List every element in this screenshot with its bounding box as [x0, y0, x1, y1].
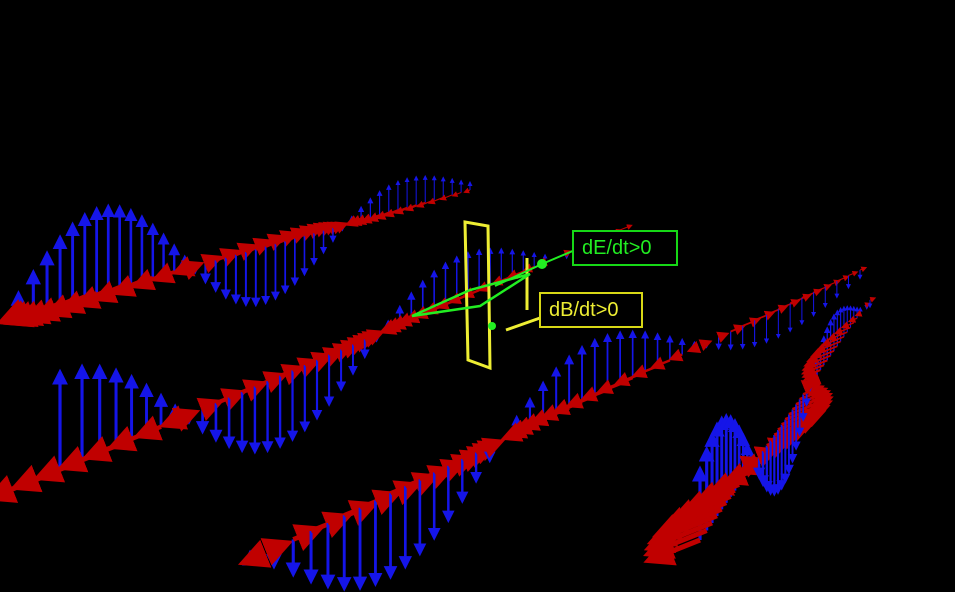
b-field-vector [736, 453, 764, 476]
b-field-vector [848, 270, 859, 277]
b-field-vector [698, 339, 713, 352]
b-field-vector [361, 331, 382, 348]
b-field-vector [854, 310, 863, 317]
b-field-vector [463, 187, 471, 194]
b-field-vector [800, 380, 818, 395]
b-field-vector [864, 302, 871, 308]
b-field-vector [180, 260, 205, 281]
b-field-vector [237, 539, 272, 568]
db-loop [463, 220, 492, 371]
b-field-vector [439, 194, 453, 201]
b-field-vector [754, 310, 776, 321]
b-field-vector [847, 315, 858, 323]
b-field-vector [200, 254, 224, 274]
b-field-vector [788, 394, 834, 416]
b-field-vector [827, 331, 848, 342]
de-indicator-dot-2 [488, 322, 496, 330]
b-field-vector [739, 455, 766, 478]
de-loop [411, 272, 531, 318]
b-field-vector [766, 304, 789, 316]
b-field-vector [365, 329, 386, 346]
b-field-vector [778, 299, 801, 310]
de-dt-label: dE/dt>0 [572, 230, 678, 266]
b-field-vector [859, 266, 868, 273]
b-field-vector [789, 293, 812, 304]
b-field-vector [480, 437, 506, 459]
b-field-vector [378, 319, 398, 335]
b-field-vector [171, 407, 201, 432]
b-field-vector [334, 221, 349, 234]
b-field-vector [427, 196, 444, 205]
wave-vectors [0, 174, 877, 592]
db-indicator-base [505, 316, 541, 332]
b-field-vector [668, 348, 684, 362]
b-field-vector [619, 224, 633, 231]
b-field-vector [360, 213, 380, 224]
de-indicator [494, 263, 543, 287]
de-label-leader [541, 249, 576, 265]
b-field-vector [730, 324, 746, 336]
b-field-vector [840, 321, 855, 329]
b-field-vector [716, 331, 730, 343]
b-field-vector [649, 356, 671, 370]
b-field-vector [133, 415, 163, 441]
b-field-vector [260, 538, 294, 566]
b-field-vector [631, 364, 659, 379]
b-field-vector [686, 340, 702, 353]
db-dt-label: dB/dt>0 [539, 292, 643, 328]
b-field-vector [171, 256, 196, 277]
b-field-vector [158, 405, 189, 430]
b-field-vector [801, 288, 823, 299]
b-field-vector [836, 275, 850, 282]
b-field-vector [416, 199, 435, 208]
b-field-vector [384, 206, 408, 218]
b-field-vector [196, 397, 225, 422]
b-field-vector [869, 296, 877, 303]
b-field-vector [805, 370, 822, 385]
b-field-vector [344, 215, 359, 227]
b-field-vector [813, 284, 832, 293]
b-field-vector [451, 191, 462, 197]
b-field-vector [506, 269, 524, 280]
